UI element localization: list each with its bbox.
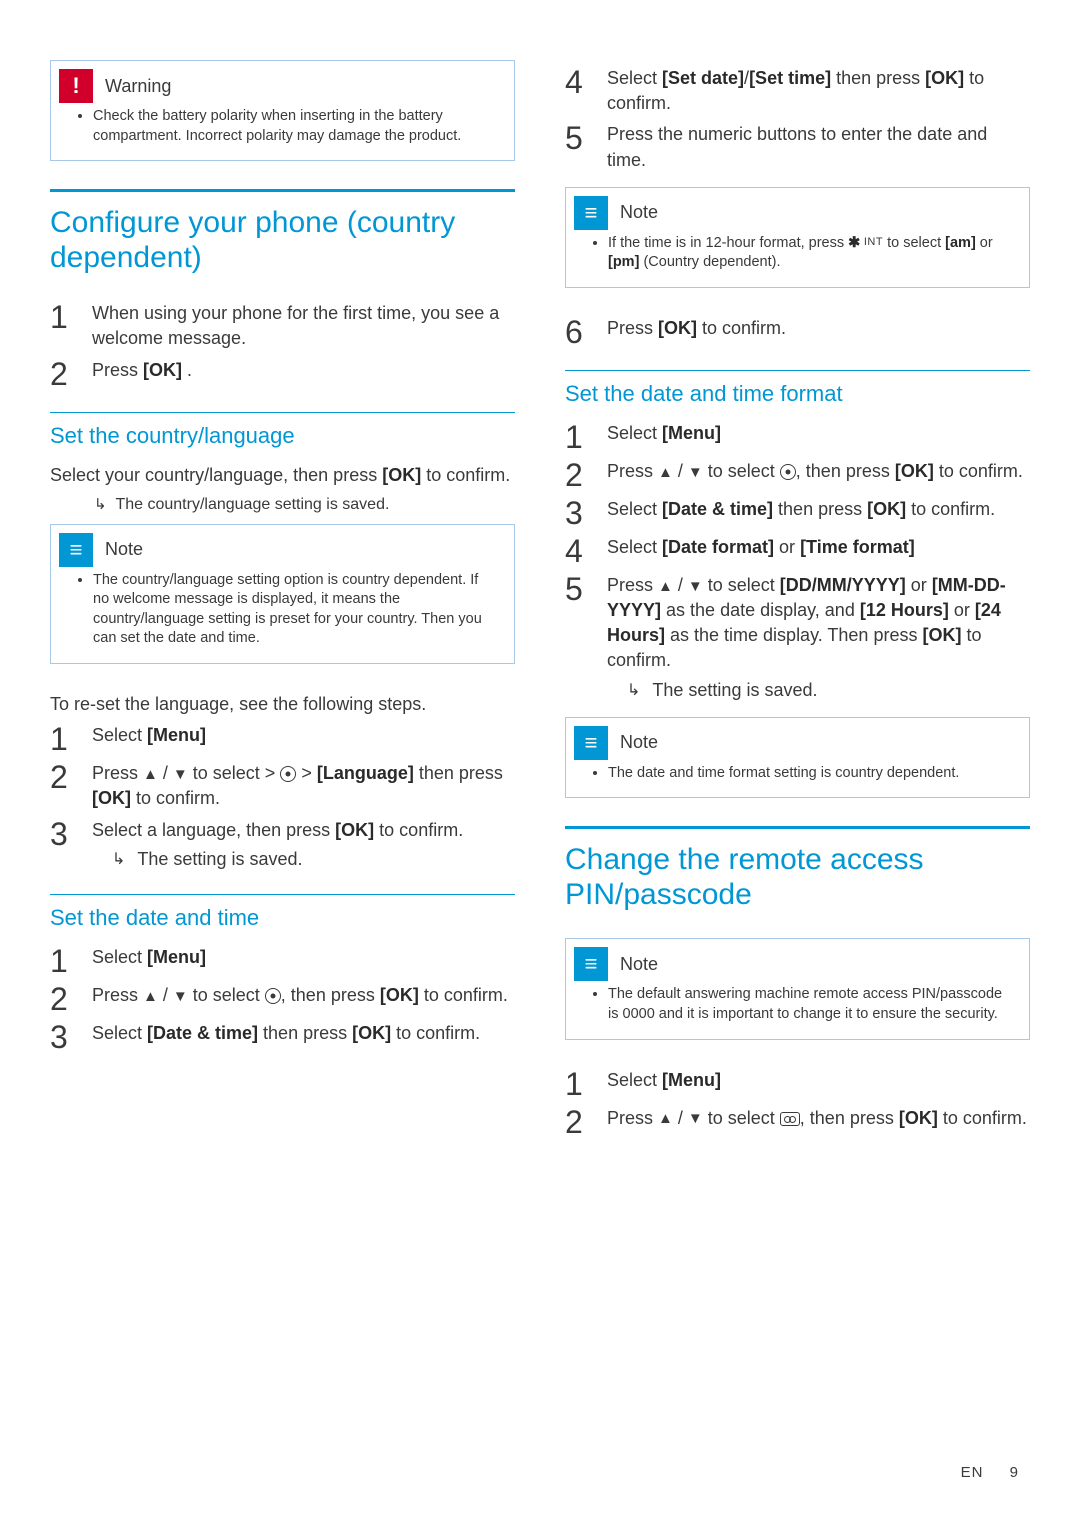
note-12h-title: Note bbox=[620, 202, 658, 223]
h2-date-time: Set the date and time bbox=[50, 894, 515, 931]
fmt-step-3: Select [Date & time] then press [OK] to … bbox=[607, 497, 1030, 529]
page-footer: EN 9 bbox=[961, 1464, 1018, 1481]
format-steps: Select [Menu] Press ▲ / ▼ to select , th… bbox=[565, 421, 1030, 703]
reset-lang-result: ↳The setting is saved. bbox=[92, 847, 515, 872]
fmt-step-1: Select [Menu] bbox=[607, 421, 1030, 453]
fmt-step-5: Press ▲ / ▼ to select [DD/MM/YYYY] or [M… bbox=[607, 573, 1030, 703]
warning-body: Check the battery polarity when insertin… bbox=[51, 107, 514, 160]
lang-lead: Select your country/language, then press… bbox=[50, 463, 515, 488]
footer-lang: EN bbox=[961, 1464, 984, 1481]
result-arrow-icon: ↳ bbox=[627, 678, 640, 703]
note-lang-title: Note bbox=[105, 539, 143, 560]
note-12h-body: If the time is in 12-hour format, press … bbox=[566, 234, 1029, 287]
dt-step-6: Press [OK] to confirm. bbox=[607, 316, 1030, 348]
note-icon: ≡ bbox=[59, 533, 93, 567]
note-icon: ≡ bbox=[574, 947, 608, 981]
right-column: Select [Set date]/[Set time] then press … bbox=[565, 60, 1030, 1152]
note-lang-body: The country/language setting option is c… bbox=[51, 571, 514, 663]
note-pin-title: Note bbox=[620, 954, 658, 975]
pin-steps: Select [Menu] Press ▲ / ▼ to select , th… bbox=[565, 1068, 1030, 1138]
reset-lang-step-1: Select [Menu] bbox=[92, 723, 515, 755]
note-12h-header: ≡ Note bbox=[566, 188, 1029, 234]
up-icon: ▲ bbox=[658, 579, 673, 594]
settings-icon bbox=[280, 766, 296, 782]
warning-text: Check the battery polarity when insertin… bbox=[93, 107, 496, 146]
dt-step-1: Select [Menu] bbox=[92, 945, 515, 977]
down-icon: ▼ bbox=[688, 465, 703, 480]
warning-header: ! Warning bbox=[51, 61, 514, 107]
note-pin-text: The default answering machine remote acc… bbox=[608, 985, 1011, 1024]
datetime-step-6: Press [OK] to confirm. bbox=[565, 316, 1030, 348]
down-icon: ▼ bbox=[173, 767, 188, 782]
datetime-steps-cont: Select [Set date]/[Set time] then press … bbox=[565, 66, 1030, 173]
page: ! Warning Check the battery polarity whe… bbox=[0, 0, 1080, 1232]
note-icon: ≡ bbox=[574, 196, 608, 230]
note-pin-callout: ≡ Note The default answering machine rem… bbox=[565, 938, 1030, 1039]
down-icon: ▼ bbox=[173, 989, 188, 1004]
h1-configure-phone: Configure your phone (country dependent) bbox=[50, 189, 515, 275]
intro-step-1: When using your phone for the first time… bbox=[92, 301, 515, 351]
reset-lang-step-3: Select a language, then press [OK] to co… bbox=[92, 818, 515, 872]
result-arrow-icon: ↳ bbox=[112, 847, 125, 872]
up-icon: ▲ bbox=[143, 989, 158, 1004]
dt-step-4: Select [Set date]/[Set time] then press … bbox=[607, 66, 1030, 116]
note-icon: ≡ bbox=[574, 726, 608, 760]
settings-icon bbox=[780, 464, 796, 480]
note-format-callout: ≡ Note The date and time format setting … bbox=[565, 717, 1030, 799]
warning-callout: ! Warning Check the battery polarity whe… bbox=[50, 60, 515, 161]
fmt-result: ↳The setting is saved. bbox=[607, 678, 1030, 703]
note-format-header: ≡ Note bbox=[566, 718, 1029, 764]
dt-step-3: Select [Date & time] then press [OK] to … bbox=[92, 1021, 515, 1053]
up-icon: ▲ bbox=[658, 465, 673, 480]
down-icon: ▼ bbox=[688, 1111, 703, 1126]
warning-icon: ! bbox=[59, 69, 93, 103]
note-lang-header: ≡ Note bbox=[51, 525, 514, 571]
datetime-steps: Select [Menu] Press ▲ / ▼ to select , th… bbox=[50, 945, 515, 1053]
h2-country-language: Set the country/language bbox=[50, 412, 515, 449]
intro-steps: When using your phone for the first time… bbox=[50, 301, 515, 389]
answering-machine-icon bbox=[780, 1112, 800, 1126]
note-format-title: Note bbox=[620, 732, 658, 753]
settings-icon bbox=[265, 988, 281, 1004]
result-arrow-icon: ↳ bbox=[94, 497, 107, 512]
dt-step-2: Press ▲ / ▼ to select , then press [OK] … bbox=[92, 983, 515, 1015]
note-lang-callout: ≡ Note The country/language setting opti… bbox=[50, 524, 515, 664]
left-column: ! Warning Check the battery polarity whe… bbox=[50, 60, 515, 1152]
dt-step-5: Press the numeric buttons to enter the d… bbox=[607, 122, 1030, 172]
fmt-step-4: Select [Date format] or [Time format] bbox=[607, 535, 1030, 567]
pin-step-2: Press ▲ / ▼ to select , then press [OK] … bbox=[607, 1106, 1030, 1138]
up-icon: ▲ bbox=[143, 767, 158, 782]
up-icon: ▲ bbox=[658, 1111, 673, 1126]
note-12h-callout: ≡ Note If the time is in 12-hour format,… bbox=[565, 187, 1030, 288]
warning-title: Warning bbox=[105, 76, 171, 97]
note-format-body: The date and time format setting is coun… bbox=[566, 764, 1029, 798]
note-pin-header: ≡ Note bbox=[566, 939, 1029, 985]
h2-date-time-format: Set the date and time format bbox=[565, 370, 1030, 407]
reset-lang-step-2: Press ▲ / ▼ to select > > [Language] the… bbox=[92, 761, 515, 811]
intro-step-2: Press [OK] . bbox=[92, 358, 515, 390]
footer-page: 9 bbox=[1010, 1464, 1018, 1481]
note-format-text: The date and time format setting is coun… bbox=[608, 764, 1011, 784]
note-lang-text: The country/language setting option is c… bbox=[93, 571, 496, 649]
note-12h-text: If the time is in 12-hour format, press … bbox=[608, 234, 1011, 273]
note-pin-body: The default answering machine remote acc… bbox=[566, 985, 1029, 1038]
pin-step-1: Select [Menu] bbox=[607, 1068, 1030, 1100]
reset-lang-lead: To re-set the language, see the followin… bbox=[50, 692, 515, 717]
lang-result: ↳ The country/language setting is saved. bbox=[50, 494, 515, 514]
h1-change-pin: Change the remote access PIN/passcode bbox=[565, 826, 1030, 912]
fmt-step-2: Press ▲ / ▼ to select , then press [OK] … bbox=[607, 459, 1030, 491]
reset-lang-steps: Select [Menu] Press ▲ / ▼ to select > > … bbox=[50, 723, 515, 872]
down-icon: ▼ bbox=[688, 579, 703, 594]
